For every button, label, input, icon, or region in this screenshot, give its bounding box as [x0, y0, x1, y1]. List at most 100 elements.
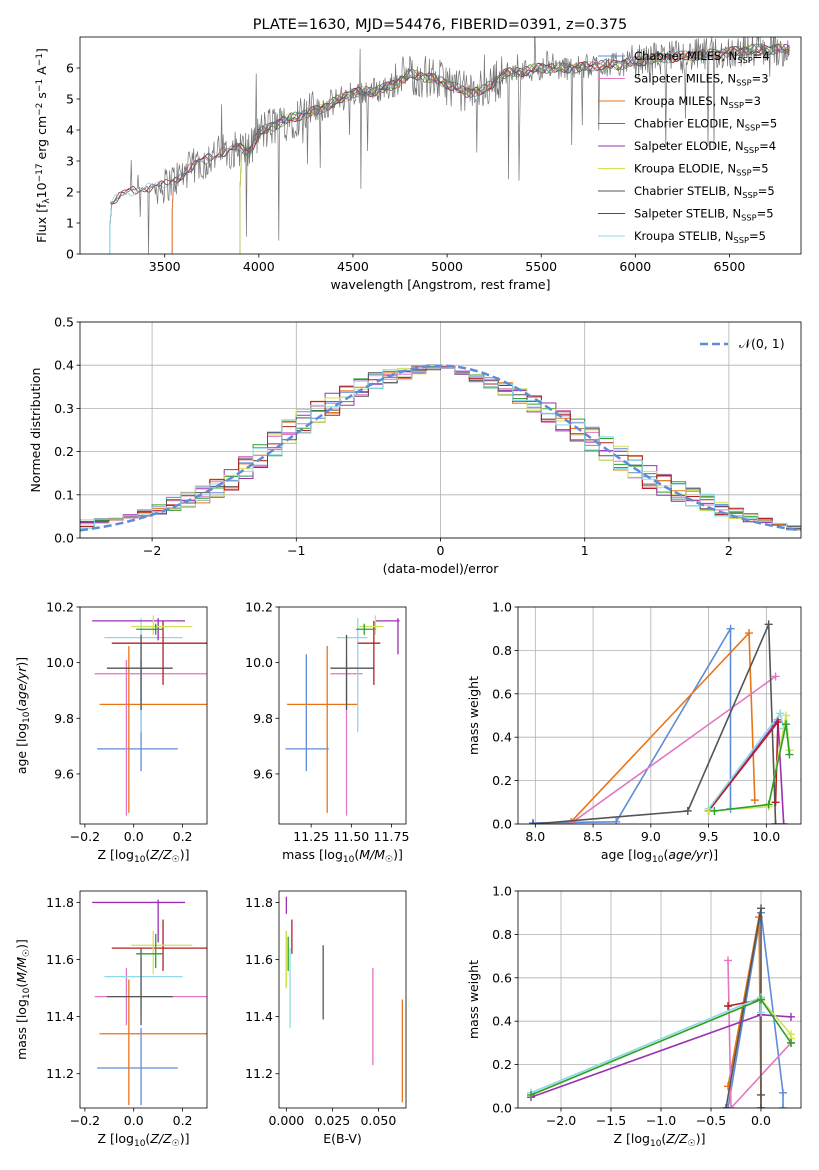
mass-weight-line [727, 912, 784, 1108]
y-tick-label: 9.8 [54, 711, 74, 726]
y-tick-label: 9.6 [253, 766, 273, 781]
x-tick-label: 3500 [149, 259, 181, 274]
mass-weight-marker [771, 820, 780, 824]
plot-area [92, 615, 207, 816]
y-tick-label: 0.3 [54, 401, 74, 416]
mass-weight-marker [787, 1038, 795, 1047]
axes-frame [79, 36, 802, 255]
legend-label: Salpeter ELODIE, NSSP=4 [634, 139, 776, 155]
x-tick-label: 0.2 [173, 1113, 193, 1128]
y-tick-label: 0.0 [492, 1101, 512, 1116]
mass-weight-line [569, 675, 777, 824]
mass-weight-marker [726, 624, 735, 633]
legend-label: Salpeter STELIB, NSSP=5 [634, 207, 774, 223]
y-tick-label: 0.8 [492, 643, 512, 658]
mass-weight-marker [727, 1104, 735, 1108]
x-tick-label: 2 [725, 543, 733, 558]
y-tick-label: 0.2 [54, 444, 74, 459]
legend-label: Chabrier STELIB, NSSP=5 [634, 184, 775, 200]
y-axis-label: mass weight [466, 960, 481, 1039]
axes-frame [79, 606, 208, 825]
x-tick-label: −2.0 [546, 1113, 576, 1128]
axes-frame [278, 890, 407, 1109]
mass-weight-marker [781, 720, 790, 729]
y-tick-label: 11.6 [245, 952, 273, 967]
x-axis-label: E(B-V) [323, 1131, 362, 1146]
legend-label: Kroupa STELIB, NSSP=5 [634, 229, 766, 245]
y-tick-label: 0.4 [492, 1014, 512, 1029]
legend-label: Chabrier ELODIE, NSSP=5 [634, 117, 777, 133]
mass-weight-marker [779, 1088, 787, 1097]
y-tick-label: 0 [66, 247, 74, 262]
x-tick-label: −0.2 [70, 1113, 100, 1128]
age-vs-metallicity-panel: −0.2 0.0 0.2 9.6 9.8 10.0 10.2 Z [log10(Z/Z☉)] a… [14, 600, 208, 865]
y-axis-label: age [log10(age/yr)] [14, 657, 32, 774]
x-tick-label: 0.0 [124, 1113, 144, 1128]
mass-weight-marker [683, 806, 692, 815]
residual-histogram-line [80, 366, 801, 529]
x-tick-label: 5500 [525, 259, 557, 274]
mass-weight-line [532, 625, 732, 824]
y-tick-label: 0.2 [492, 1057, 512, 1072]
y-tick-label: 0.4 [54, 358, 74, 373]
spectrum-legend: Chabrier MILES, NSSP=4 Salpeter MILES, NS… [598, 49, 777, 245]
mass-weight-marker [779, 820, 788, 824]
residual-legend: 𝒩(0, 1) [700, 336, 785, 351]
y-tick-label: 9.6 [54, 766, 74, 781]
plot-area [109, 37, 791, 254]
mass-weight-marker [785, 750, 794, 759]
axes-frame [517, 890, 802, 1109]
mass-weight-marker [776, 709, 785, 718]
mass-weight-marker [771, 798, 780, 807]
x-tick-label: 9.0 [641, 829, 661, 844]
x-axis-label: Z [log10(Z/Z☉)] [98, 1131, 190, 1149]
x-tick-label: 5000 [431, 259, 463, 274]
mass-weight-marker [779, 1104, 787, 1108]
mass-weight-marker [529, 820, 538, 824]
x-tick-label: 0.025 [314, 1113, 350, 1128]
mass-weight-line [530, 996, 762, 1094]
y-tick-label: 10.0 [245, 655, 273, 670]
normal-reference-curve [80, 364, 801, 532]
x-tick-label: 11.75 [374, 829, 410, 844]
y-tick-label: 11.2 [46, 1066, 74, 1081]
y-axis-label: Flux [fλ10−17 erg cm−2 s−1 A−1] [34, 48, 52, 243]
y-tick-label: 0.8 [492, 927, 512, 942]
y-tick-label: 10.2 [46, 600, 74, 615]
x-tick-label: 0.0 [751, 1113, 771, 1128]
observed-spectrum-line [109, 37, 790, 254]
x-tick-label: 6000 [619, 259, 651, 274]
axes-frame [517, 606, 802, 825]
y-tick-label: 11.2 [245, 1066, 273, 1081]
x-tick-label: −0.5 [696, 1113, 726, 1128]
y-tick-label: 10.0 [46, 655, 74, 670]
plot-area [80, 364, 801, 532]
y-axis-label: Normed distribution [28, 368, 43, 493]
x-axis-label: mass [log10(M/M☉)] [282, 847, 403, 865]
y-tick-label: 11.8 [46, 895, 74, 910]
y-tick-label: 9.8 [253, 711, 273, 726]
x-tick-label: −2 [143, 543, 161, 558]
x-tick-label: 6500 [714, 259, 746, 274]
plot-area [285, 896, 403, 1103]
spectrum-panel: 3500 4000 4500 5000 5500 6000 6500 0 1 2 3 4 5 6 wavel… [34, 36, 802, 292]
y-tick-label: 11.4 [245, 1009, 273, 1024]
legend-label: Salpeter MILES, NSSP=3 [634, 72, 769, 88]
x-tick-label: 11.50 [333, 829, 369, 844]
mass-weight-marker [757, 995, 765, 1004]
mass-weight-marker [757, 1090, 765, 1099]
mass-weight-marker [764, 800, 773, 809]
y-tick-label: 5 [66, 92, 74, 107]
mass-weight-marker [764, 620, 773, 629]
plot-area [529, 620, 794, 824]
y-tick-label: 1.0 [492, 884, 512, 899]
legend-label: Kroupa ELODIE, NSSP=5 [634, 162, 769, 178]
y-tick-label: 11.8 [245, 895, 273, 910]
x-tick-label: −1.0 [646, 1113, 676, 1128]
y-tick-label: 11.6 [46, 952, 74, 967]
y-tick-label: 0.5 [54, 315, 74, 330]
y-tick-label: 1 [66, 216, 74, 231]
mass-vs-extinction-panel: 0.000 0.025 0.050 11.2 11.4 11.6 11.8 E(B-V) [245, 890, 407, 1146]
plot-area [285, 615, 400, 816]
